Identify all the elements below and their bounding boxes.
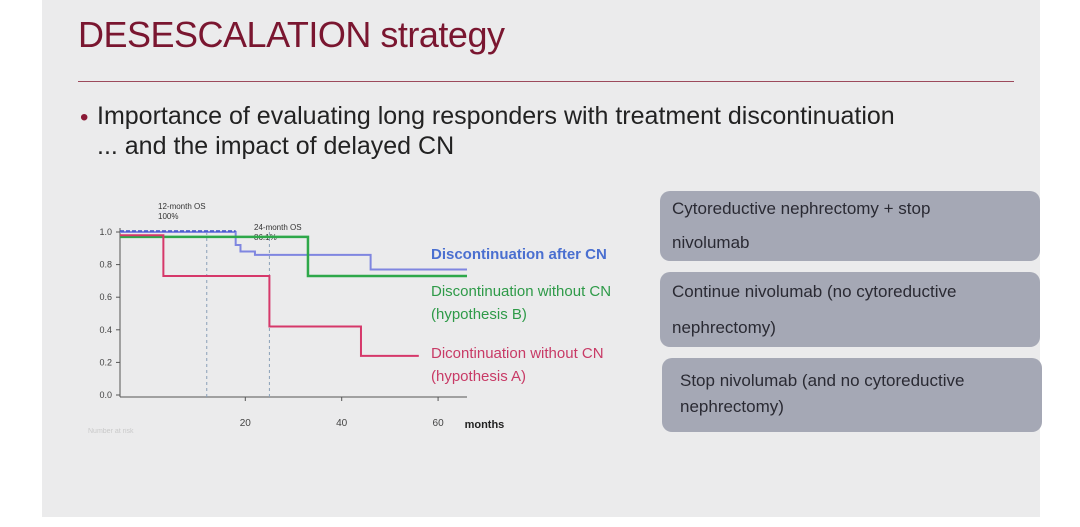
title-divider	[78, 81, 1014, 82]
number-at-risk-label: Number at risk	[88, 428, 134, 435]
series-line	[120, 235, 467, 278]
option-box-line: nephrectomy)	[680, 397, 784, 416]
series-line	[120, 234, 419, 357]
option-box-line: Cytoreductive nephrectomy + stop	[672, 199, 931, 218]
y-tick-label: 1.0	[99, 227, 112, 237]
option-box-line: nivolumab	[672, 233, 750, 252]
legend-label: (hypothesis B)	[431, 306, 527, 323]
y-tick-label: 0.0	[99, 390, 112, 400]
x-tick-label: 40	[336, 418, 348, 429]
y-tick-label: 0.6	[99, 292, 112, 302]
legend-label: Discontinuation after CN	[431, 246, 607, 263]
bullet-line-2: ... and the impact of delayed CN	[97, 132, 455, 160]
bullet-icon: •	[80, 104, 89, 131]
legend-label: Discontinuation without CN	[431, 283, 611, 300]
y-tick-label: 0.2	[99, 357, 112, 367]
annotation-label: 24-month OS	[254, 223, 302, 232]
bullet-line-1: Importance of evaluating long responders…	[97, 102, 895, 130]
x-axis-label: months	[465, 419, 505, 431]
option-box-line: Stop nivolumab (and no cytoreductive	[680, 371, 965, 390]
slide-title: DESESCALATION strategy	[78, 14, 505, 55]
option-box-stop: Stop nivolumab (and no cytoreductive nep…	[662, 358, 1042, 432]
option-box-continue: Continue nivolumab (no cytoreductive nep…	[660, 272, 1040, 347]
legend-label: Dicontinuation without CN	[431, 345, 604, 362]
x-tick-label: 60	[433, 418, 445, 429]
annotation-label: 12-month OS	[158, 202, 206, 211]
option-box-cn-stop: Cytoreductive nephrectomy + stop nivolum…	[660, 191, 1040, 261]
option-box-line: Continue nivolumab (no cytoreductive	[672, 282, 957, 301]
bullet-text: Importance of evaluating long responders…	[97, 101, 997, 161]
survival-chart: 0.00.20.40.60.81.0Overall survival204060…	[88, 202, 611, 435]
x-tick-label: 20	[240, 418, 252, 429]
y-tick-label: 0.4	[99, 325, 112, 335]
y-tick-label: 0.8	[99, 260, 112, 270]
legend-label: (hypothesis A)	[431, 368, 526, 385]
annotation-value: 100%	[158, 212, 178, 221]
slide: DESESCALATION strategy • Importance of e…	[42, 0, 1042, 517]
option-box-line: nephrectomy)	[672, 318, 776, 337]
series-line	[120, 231, 467, 271]
